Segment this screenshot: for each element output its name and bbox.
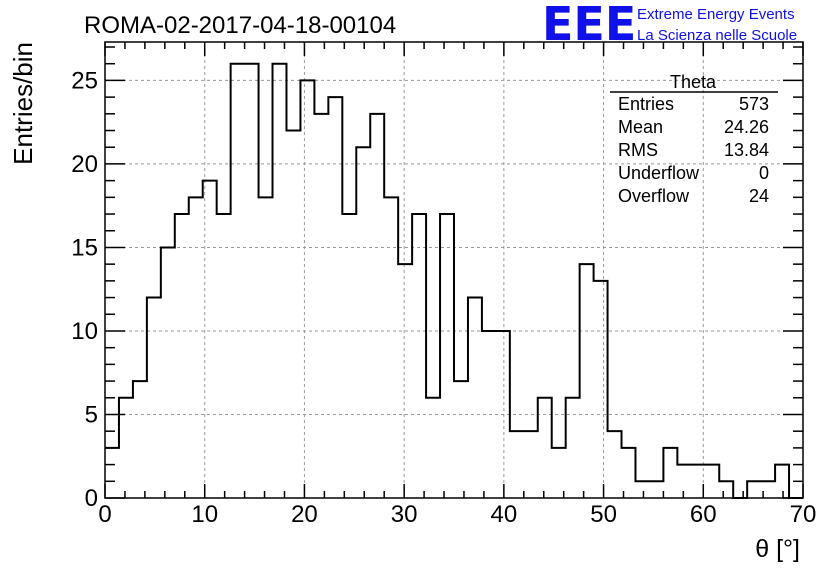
stats-rows: Entries 573 Mean 24.26 RMS 13.84 Underflow 0 Ove…	[618, 94, 769, 206]
logo-line-2: La Scienza nelle Scuole	[637, 27, 797, 44]
axis-ticks	[104, 42, 804, 499]
x-axis-label: θ [°]	[755, 535, 800, 563]
x-tick-label: 10	[191, 501, 218, 528]
stats-row-value: 13.84	[724, 140, 769, 160]
stats-row-value: 573	[739, 94, 769, 114]
logo-line-1: Extreme Energy Events	[637, 6, 795, 23]
stats-row-label: Entries	[618, 94, 674, 114]
stats-row-label: Overflow	[618, 186, 690, 206]
x-tick-label: 20	[291, 501, 318, 528]
logo-mark: EEE	[542, 0, 636, 51]
stats-row-value: 24.26	[724, 117, 769, 137]
x-tick-label: 70	[790, 501, 817, 528]
y-tick-label: 5	[85, 401, 98, 428]
x-tick-label: 0	[98, 501, 111, 528]
y-tick-label: 0	[85, 485, 98, 512]
y-axis-label: Entries/bin	[8, 42, 38, 165]
y-tick-label: 20	[71, 151, 98, 178]
y-tick-label: 25	[71, 67, 98, 94]
stats-row-value: 24	[749, 186, 769, 206]
y-tick-label: 10	[71, 318, 98, 345]
stats-row-value: 0	[759, 163, 769, 183]
stats-box: Theta Entries 573 Mean 24.26 RMS 13.84 Underfl…	[610, 72, 778, 206]
stats-row-label: Underflow	[618, 163, 700, 183]
y-tick-labels: 0 5 10 15 20 25	[71, 67, 98, 512]
stats-row-label: RMS	[618, 140, 658, 160]
x-tick-labels: 0 10 20 30 40 50 60 70	[98, 501, 816, 528]
plot-frame	[104, 41, 804, 499]
stats-title: Theta	[670, 72, 717, 92]
y-tick-label: 15	[71, 234, 98, 261]
chart-title: ROMA-02-2017-04-18-00104	[84, 12, 396, 39]
x-tick-label: 50	[590, 501, 617, 528]
eee-logo: EEE Extreme Energy Events La Scienza nel…	[542, 0, 797, 51]
x-tick-label: 60	[690, 501, 717, 528]
stats-row-label: Mean	[618, 117, 663, 137]
x-tick-label: 40	[491, 501, 518, 528]
x-tick-label: 30	[391, 501, 418, 528]
histogram-outline	[105, 62, 803, 499]
